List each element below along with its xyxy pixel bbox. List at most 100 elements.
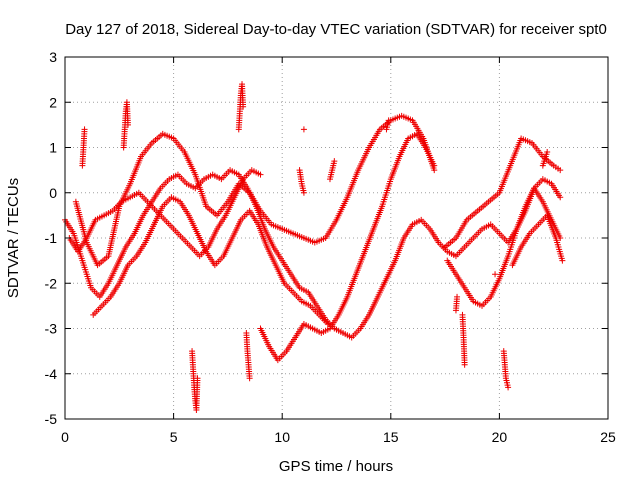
data-point-interp (271, 260, 278, 267)
series-track-5 (257, 130, 438, 364)
data-point-interp (504, 382, 511, 389)
y-tick-label: -1 (45, 230, 58, 246)
data-point-interp (179, 147, 186, 154)
data-point-interp (124, 195, 131, 202)
data-point-interp (266, 219, 273, 226)
data-point-interp (450, 251, 457, 258)
data-point-interp (133, 190, 140, 197)
x-tick-label: 20 (492, 429, 508, 445)
data-point-interp (115, 282, 122, 289)
data-point-interp (107, 208, 114, 215)
data-point-interp (78, 255, 85, 262)
data-point-interp (451, 269, 458, 276)
data-point-interp (305, 301, 312, 308)
data-point-interp (543, 151, 550, 158)
data-point-interp (555, 192, 562, 199)
data-point-interp (297, 296, 304, 303)
data-point-interp (419, 133, 426, 140)
data-point-interp (124, 119, 131, 126)
data-point-interp (494, 228, 501, 235)
data-point-interp (517, 137, 524, 144)
data-point-interp (477, 227, 484, 234)
data-point-interp (87, 282, 94, 289)
data-point-interp (91, 218, 98, 225)
x-tick-label: 15 (383, 429, 399, 445)
y-tick-label: 3 (49, 49, 57, 65)
data-point-interp (485, 295, 492, 302)
data-point-interp (504, 255, 511, 262)
data-point-interp (186, 242, 193, 249)
y-tick-label: -2 (45, 275, 58, 291)
data-point-interp (166, 196, 173, 203)
data-point-interp (334, 313, 341, 320)
data-point-interp (300, 187, 307, 194)
data-point-interp (328, 169, 335, 176)
x-axis-label: GPS time / hours (279, 458, 393, 475)
data-point-interp (400, 237, 407, 244)
data-point-interp (157, 132, 164, 139)
data-point-interp (295, 282, 302, 289)
data-point-interp (156, 187, 163, 194)
data-point-interp (286, 269, 293, 276)
data-point-interp (538, 196, 545, 203)
data-point-interp (378, 205, 385, 212)
data-point-interp (365, 146, 372, 153)
data-point-interp (538, 177, 545, 184)
data-point-interp (312, 300, 319, 307)
data-point-interp (404, 137, 411, 144)
data-point-interp (280, 278, 287, 285)
data-point-interp (408, 223, 415, 230)
series-track-9 (79, 81, 338, 196)
data-point-interp (141, 241, 148, 248)
data-point-interp (105, 295, 112, 302)
data-point-interp (104, 282, 111, 289)
data-point-interp (255, 170, 262, 177)
data-point-interp (360, 250, 367, 257)
x-tick-label: 0 (61, 429, 69, 445)
data-point-interp (139, 214, 146, 221)
data-point-interp (239, 101, 246, 108)
series-track-8 (509, 212, 566, 269)
data-point-interp (269, 242, 276, 249)
y-tick-label: -4 (45, 366, 58, 382)
data-point-interp (116, 200, 123, 207)
y-tick-label: 2 (49, 94, 57, 110)
data-point-interp (332, 218, 339, 225)
data-point-interp (460, 282, 467, 289)
data-point-interp (216, 175, 223, 182)
data-point-interp (115, 205, 122, 212)
data-point-interp (236, 218, 243, 225)
data-point-interp (382, 277, 389, 284)
data-point-interp (299, 322, 306, 329)
data-point-interp (387, 178, 394, 185)
data-point-interp (194, 377, 201, 384)
data-point-interp (225, 168, 232, 175)
data-point-interp (323, 319, 330, 326)
data-point-interp (416, 218, 423, 225)
data-point-interp (151, 206, 158, 213)
y-tick-label: -3 (45, 321, 58, 337)
x-tick-label: 10 (274, 429, 290, 445)
data-point-interp (254, 219, 261, 226)
series-track-7 (444, 185, 564, 309)
data-point-interp (97, 304, 104, 311)
data-point-interp (375, 128, 382, 135)
data-point-interp (69, 228, 76, 235)
data-point-interp (521, 205, 528, 212)
data-point-interp (538, 151, 545, 158)
data-point-interp (421, 142, 428, 149)
data-point-interp (330, 160, 337, 167)
data-point-interp (277, 255, 284, 262)
data-point (300, 126, 307, 133)
ticks-layer: 0 5 10 15 20 25 -5 -4 -3 -2 -1 0 1 2 3 (45, 49, 616, 445)
data-point-interp (174, 197, 181, 204)
data-point-interp (337, 328, 344, 335)
data-point-interp (391, 259, 398, 266)
data-point-interp (228, 237, 235, 244)
data-point-interp (160, 215, 167, 222)
data-point-interp (472, 209, 479, 216)
data-point-interp (150, 223, 157, 230)
series-track-4 (66, 167, 264, 260)
data-point-interp (218, 254, 225, 261)
